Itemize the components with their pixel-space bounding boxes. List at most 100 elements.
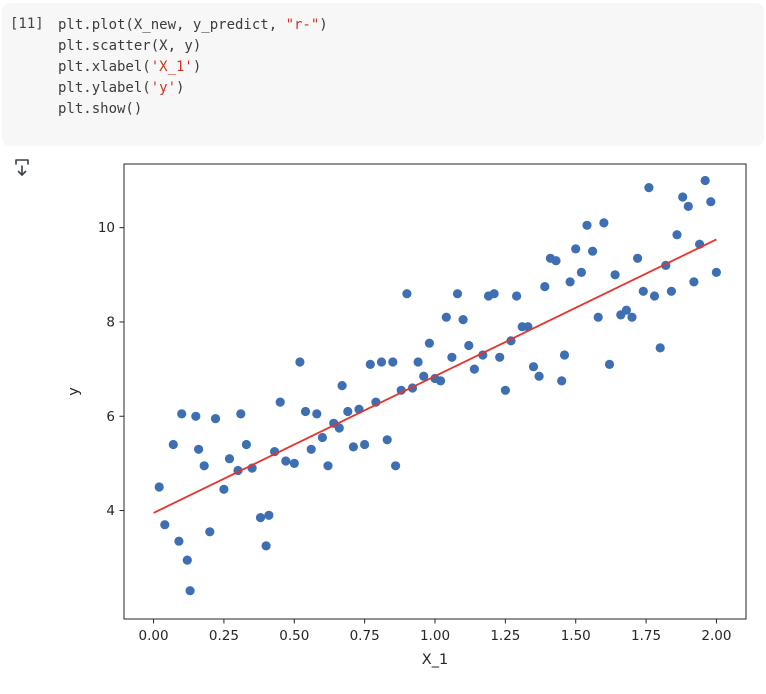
matplotlib-figure: 0.00 0.25 0.50 0.75 1.00 1.25 1.50 1.75 2.00 4 6 8 1… (56, 154, 756, 684)
scatter-point (174, 536, 184, 546)
scatter-point (571, 244, 581, 254)
scatter-point (633, 253, 643, 263)
y-tick-label: 8 (106, 314, 115, 330)
scatter-point (317, 432, 327, 443)
x-tick-label: 2.00 (701, 628, 731, 644)
scatter-plot: 0.00 0.25 0.50 0.75 1.00 1.25 1.50 1.75 2.00 4 6 8 1… (66, 163, 747, 668)
code-line[interactable]: plt.plot(X_new, y_predict, "r-") (58, 15, 328, 36)
y-axis-label: y (66, 387, 82, 396)
code-text: plt.xlabel( (58, 59, 151, 75)
scatter-point (419, 371, 429, 381)
scatter-point (275, 397, 285, 407)
code-text: plt.show() (58, 101, 143, 117)
scatter-point (376, 357, 387, 367)
scatter-point (160, 520, 170, 530)
output-toggle-icon[interactable] (12, 158, 32, 180)
scatter-point (512, 291, 522, 301)
output-gutter (0, 154, 44, 684)
code-line[interactable]: plt.scatter(X, y) (58, 36, 328, 57)
scatter-point (464, 340, 474, 351)
string-literal: 'X_1' (150, 59, 193, 75)
scatter-point (540, 282, 550, 292)
string-literal: 'y' (150, 80, 177, 96)
scatter-point (495, 352, 505, 362)
y-tick-label: 6 (106, 409, 115, 425)
code-text: plt.plot(X_new, y_predict, (58, 17, 286, 33)
scatter-point (452, 289, 463, 299)
scatter-point (168, 439, 178, 450)
code-line[interactable]: plt.xlabel('X_1') (58, 57, 328, 78)
scatter-point (337, 381, 347, 391)
scatter-point (210, 414, 221, 424)
scatter-point (300, 406, 311, 417)
code-text: plt.ylabel( (58, 80, 151, 96)
scatter-point (241, 439, 251, 450)
scatter-point (588, 246, 598, 256)
scatter-point (644, 183, 654, 193)
scatter-point (348, 442, 358, 452)
scatter-point (205, 527, 215, 537)
scatter-point (582, 220, 592, 230)
scatter-point (458, 315, 468, 325)
scatter-point (182, 555, 192, 565)
regression-line (153, 238, 717, 514)
scatter-point (224, 454, 235, 464)
scatter-point (177, 409, 187, 419)
scatter-point (469, 364, 479, 374)
x-tick-label: 1.75 (631, 628, 661, 644)
scatter-point (255, 513, 266, 523)
scatter-point (312, 409, 322, 419)
scatter-point (365, 359, 375, 369)
string-literal: "r-" (285, 17, 320, 33)
scatter-point (500, 385, 510, 395)
scatter-point (489, 289, 499, 299)
scatter-point (593, 312, 603, 322)
scatter-point (610, 270, 620, 280)
code-editor[interactable]: plt.plot(X_new, y_predict, "r-") plt.scat… (58, 15, 328, 120)
scatter-point (396, 385, 406, 395)
scatter-point (689, 277, 699, 287)
code-cell[interactable]: [11] plt.plot(X_new, y_predict, "r-") plt… (2, 3, 764, 146)
scatter-point (655, 343, 665, 353)
x-axis-label: X_1 (422, 652, 448, 668)
scatter-point (436, 376, 446, 386)
x-tick-label: 1.25 (490, 628, 520, 644)
scatter-point (441, 312, 451, 322)
notebook-page: [11] plt.plot(X_new, y_predict, "r-") plt… (0, 3, 766, 684)
scatter-point (236, 409, 246, 419)
scatter-point (678, 192, 688, 202)
scatter-point (528, 362, 539, 372)
scatter-point (191, 411, 201, 421)
cell-gutter: [11] (10, 15, 58, 120)
scatter-point (264, 510, 274, 520)
scatter-point (706, 197, 716, 207)
scatter-point (711, 267, 722, 277)
code-line[interactable]: plt.show() (58, 99, 328, 120)
scatter-point (683, 201, 693, 211)
scatter-point (402, 289, 412, 299)
scatter-point (565, 277, 575, 287)
code-text: ) (319, 17, 328, 33)
plot-background (124, 164, 746, 619)
scatter-point (199, 461, 209, 471)
scatter-point (306, 444, 316, 454)
scatter-point (289, 458, 299, 468)
scatter-point (599, 218, 609, 228)
scatter-point (219, 484, 229, 494)
scatter-point (334, 423, 344, 433)
scatter-point (666, 286, 677, 296)
code-text: plt.scatter(X, y) (58, 38, 202, 54)
scatter-point (185, 586, 195, 596)
scatter-point (700, 175, 710, 186)
scatter-point (382, 435, 392, 445)
scatter-point (551, 256, 561, 266)
cell-output-area: 0.00 0.25 0.50 0.75 1.00 1.25 1.50 1.75 2.00 4 6 8 1… (0, 154, 766, 684)
x-tick-label: 0.50 (279, 628, 309, 644)
scatter-point (391, 461, 401, 471)
scatter-point (627, 312, 637, 322)
x-tick-label: 0.25 (209, 628, 239, 644)
x-tick-label: 0.00 (139, 628, 169, 644)
code-line[interactable]: plt.ylabel('y') (58, 78, 328, 99)
x-tick-label: 0.75 (350, 628, 380, 644)
scatter-point (672, 230, 682, 240)
